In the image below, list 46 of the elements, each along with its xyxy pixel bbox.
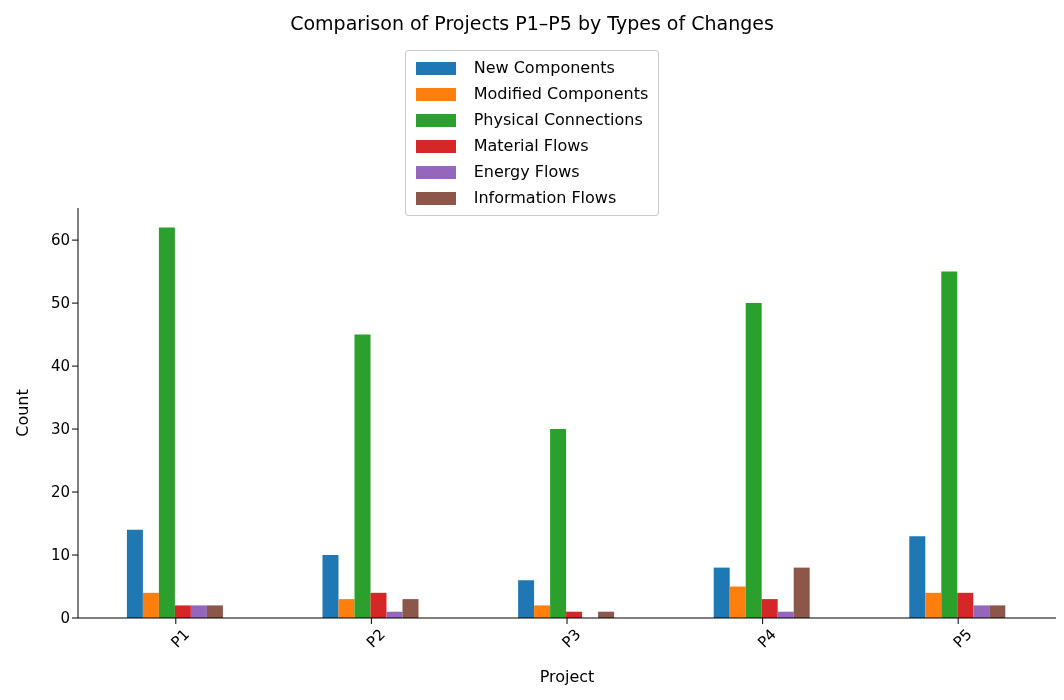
bar <box>957 592 974 618</box>
legend-label: Physical Connections <box>473 109 643 131</box>
y-tick-label: 40 <box>50 357 70 376</box>
bar <box>126 529 143 618</box>
x-axis-title: Project <box>539 667 595 686</box>
y-tick-label: 10 <box>50 546 70 565</box>
x-tick-label: P4 <box>754 625 780 652</box>
x-tick-label: P5 <box>949 625 976 652</box>
bar <box>793 567 810 618</box>
y-tick-label: 60 <box>50 231 70 250</box>
bar <box>550 429 567 618</box>
bar <box>925 592 942 618</box>
legend-label: Energy Flows <box>473 161 580 183</box>
bar <box>518 580 535 618</box>
x-tick-label: P2 <box>362 625 389 652</box>
legend-label: Information Flows <box>473 187 617 209</box>
y-axis-title: Count <box>12 389 32 437</box>
bar <box>729 586 746 618</box>
y-tick-label: 50 <box>50 294 70 313</box>
bar <box>338 599 355 618</box>
bar <box>206 605 223 618</box>
legend-label: New Components <box>473 57 615 79</box>
chart-title: Comparison of Projects P1–P5 by Types of Changes <box>289 11 775 36</box>
bar <box>190 605 207 618</box>
y-tick-label: 0 <box>60 609 70 628</box>
bar <box>534 605 551 618</box>
bar <box>761 599 778 618</box>
legend-label: Material Flows <box>473 135 589 157</box>
bar <box>973 605 990 618</box>
bar <box>909 536 926 618</box>
bar <box>142 592 159 618</box>
bar <box>354 334 371 618</box>
y-tick-label: 30 <box>50 420 70 439</box>
bar <box>941 271 958 618</box>
bar <box>322 555 339 618</box>
bar <box>745 303 762 618</box>
bar <box>174 605 191 618</box>
bar <box>989 605 1006 618</box>
bar <box>402 599 419 618</box>
bar <box>713 567 730 618</box>
x-tick-label: P1 <box>167 625 194 652</box>
bar <box>370 592 387 618</box>
y-tick-label: 20 <box>50 483 70 502</box>
legend-label: Modified Components <box>473 83 649 105</box>
bar <box>158 227 175 618</box>
x-tick-label: P3 <box>558 625 585 652</box>
